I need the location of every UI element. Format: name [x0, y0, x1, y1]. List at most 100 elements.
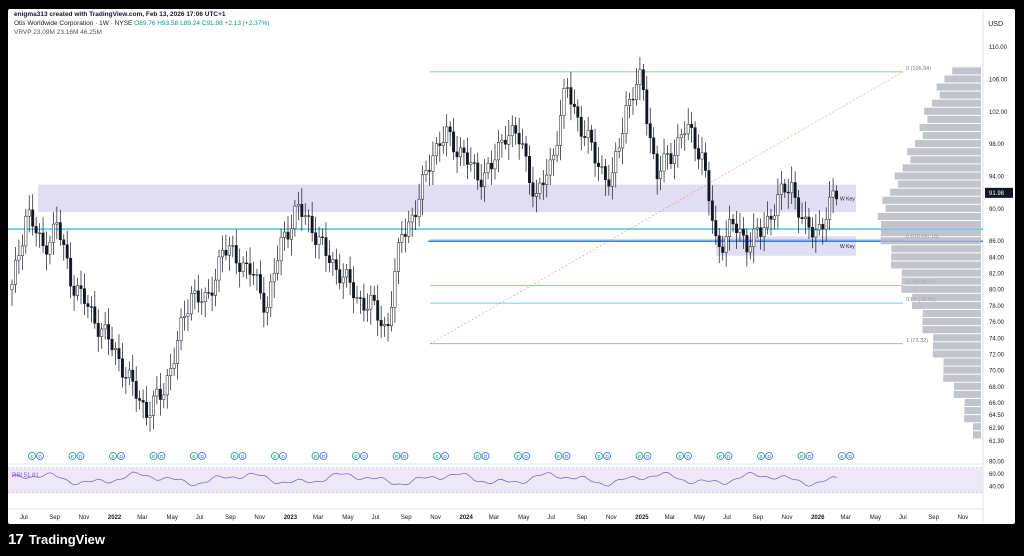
earnings-marker-icon — [554, 452, 563, 460]
candle-body — [14, 259, 17, 285]
candle-body — [576, 106, 580, 118]
volume-profile-bar — [910, 156, 981, 164]
candle-body — [45, 245, 48, 255]
fib-trend-line — [429, 71, 904, 345]
candle-body — [307, 215, 311, 217]
volume-profile-bar — [891, 253, 981, 261]
candle-body — [479, 179, 483, 188]
vrvp-indicator-label[interactable]: VRVP 23.09M 23.16M 46.25M — [14, 29, 102, 36]
time-tick-label: Nov — [430, 515, 441, 521]
candle-body — [248, 263, 252, 275]
key-level-label: W Key — [840, 244, 855, 250]
volume-profile-bar — [954, 382, 981, 390]
earnings-marker-icon — [28, 452, 36, 460]
volume-profile-bar — [890, 188, 981, 196]
earnings-marker-label: D — [524, 454, 528, 460]
earnings-marker-label: D — [200, 454, 204, 460]
volume-profile-bar — [891, 245, 981, 253]
candle-body — [776, 194, 780, 217]
fib-level-label: 0.618 (86.16) — [906, 234, 939, 240]
candle-body — [345, 269, 349, 278]
candle-body — [572, 103, 576, 107]
time-tick-label: May — [167, 515, 178, 521]
candle-body — [103, 324, 107, 330]
volume-profile-bar — [952, 67, 981, 75]
time-tick-label: May — [342, 515, 353, 521]
candle-body — [393, 271, 397, 308]
candle-body — [769, 215, 773, 220]
symbol-title[interactable]: Otis Worldwide Corporation · 1W · NYSE — [14, 20, 133, 27]
candle-body — [107, 324, 111, 340]
earnings-marker-label: E — [192, 454, 195, 460]
earnings-marker-label: E — [597, 454, 600, 460]
earnings-marker-label: E — [71, 454, 74, 460]
candle-body — [679, 134, 683, 139]
candle-body — [631, 98, 635, 101]
candle-body — [424, 170, 428, 175]
candle-body — [583, 136, 587, 138]
volume-profile-bar — [922, 309, 981, 318]
earnings-marker-label: D — [727, 454, 731, 460]
candle-body — [831, 190, 835, 198]
candle-body — [503, 139, 507, 145]
candle-body — [635, 84, 638, 101]
earnings-marker-label: E — [395, 454, 398, 460]
earnings-marker-icon — [838, 452, 846, 460]
candle-body — [824, 219, 828, 230]
earnings-marker-icon — [109, 452, 117, 460]
candle-body — [303, 215, 307, 217]
volume-profile-bar — [912, 293, 981, 301]
time-tick-label: Nov — [79, 515, 90, 521]
time-tick-label: Sep — [577, 515, 588, 521]
candle-body — [134, 381, 138, 399]
candle-body — [355, 297, 359, 299]
candle-body — [255, 274, 259, 276]
earnings-marker-icon — [311, 452, 320, 460]
candle-body — [662, 153, 666, 172]
candle-body — [83, 288, 86, 304]
candle-body — [641, 69, 645, 91]
candle-body — [276, 260, 280, 274]
earnings-marker-icon — [441, 452, 449, 460]
current-price-tag — [985, 187, 1013, 198]
earnings-marker-label: D — [484, 454, 488, 460]
time-tick-label: Jul — [196, 515, 204, 521]
price-tick-label: 106.00 — [989, 77, 1008, 83]
candle-body — [162, 394, 166, 400]
candle-body — [534, 193, 538, 197]
earnings-marker-label: D — [241, 454, 245, 460]
candle-body — [203, 292, 207, 303]
candle-body — [431, 155, 435, 172]
earnings-marker-icon — [797, 452, 806, 460]
volume-profile-bar — [877, 212, 981, 220]
currency-label[interactable]: USD — [988, 21, 1003, 28]
volume-profile-bar — [932, 99, 981, 107]
earnings-marker-icon — [68, 452, 77, 460]
volume-profile-bar — [891, 261, 981, 269]
candle-body — [258, 274, 262, 294]
candle-body — [676, 137, 680, 156]
candle-body — [455, 151, 459, 158]
candle-body — [666, 153, 669, 155]
time-tick-label: Sep — [49, 515, 60, 521]
candle-body — [372, 294, 376, 301]
candle-body — [590, 129, 594, 143]
candle-body — [766, 215, 769, 229]
candle-body — [721, 246, 725, 253]
candle-body — [93, 306, 97, 324]
key-level-zone — [716, 236, 856, 256]
candle-body — [76, 285, 79, 296]
candle-body — [645, 89, 649, 124]
key-level-label: W Key — [840, 196, 855, 202]
candle-body — [700, 152, 704, 160]
candle-body — [10, 284, 14, 290]
candle-body — [548, 159, 552, 176]
earnings-marker-icon — [117, 452, 125, 460]
candle-body — [27, 209, 31, 217]
earnings-marker-label: D — [38, 454, 42, 460]
candle-body — [400, 234, 404, 243]
price-tick-label: 82.00 — [989, 272, 1005, 278]
earnings-marker-icon — [279, 452, 287, 460]
